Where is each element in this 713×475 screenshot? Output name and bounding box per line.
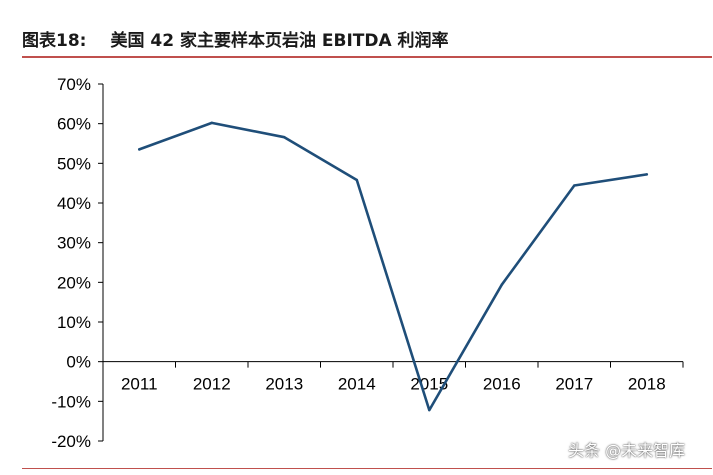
data-point — [500, 283, 503, 286]
figure-title: 图表18: 美国 42 家主要样本页岩油 EBITDA 利润率 — [22, 26, 449, 51]
data-point — [283, 135, 286, 139]
y-tick-label: 60% — [57, 115, 91, 134]
data-point — [428, 408, 431, 412]
data-point — [645, 173, 648, 176]
y-tick-label: 10% — [57, 313, 91, 332]
x-tick-label: 2014 — [338, 375, 376, 394]
data-point — [573, 184, 576, 187]
x-tick-label: 2011 — [121, 375, 158, 394]
y-tick-label: -20% — [51, 432, 91, 451]
x-tick-label: 2018 — [628, 375, 666, 394]
data-point — [355, 178, 358, 182]
bottom-divider — [22, 468, 712, 469]
x-tick-label: 2013 — [265, 375, 303, 394]
y-tick-label: 70% — [57, 75, 91, 94]
y-tick-label: 30% — [57, 234, 91, 253]
figure-header: 图表18: 美国 42 家主要样本页岩油 EBITDA 利润率 — [22, 26, 712, 58]
y-tick-label: 20% — [57, 273, 91, 292]
data-point — [210, 121, 213, 125]
series-line — [138, 121, 649, 412]
x-tick-label: 2012 — [193, 375, 231, 394]
x-tick-label: 2017 — [555, 375, 593, 394]
y-tick-label: 50% — [57, 154, 91, 173]
x-tick-label: 2015 — [410, 375, 448, 394]
figure-title-text: 美国 42 家主要样本页岩油 EBITDA 利润率 — [110, 31, 449, 51]
y-tick-label: 0% — [66, 353, 91, 372]
figure-label: 图表18: — [22, 31, 87, 51]
y-tick-label: -10% — [51, 392, 91, 411]
data-point — [138, 148, 141, 151]
x-tick-label: 2016 — [483, 375, 521, 394]
y-tick-label: 40% — [57, 194, 91, 213]
watermark: 头条 @未来智库 — [568, 441, 686, 460]
